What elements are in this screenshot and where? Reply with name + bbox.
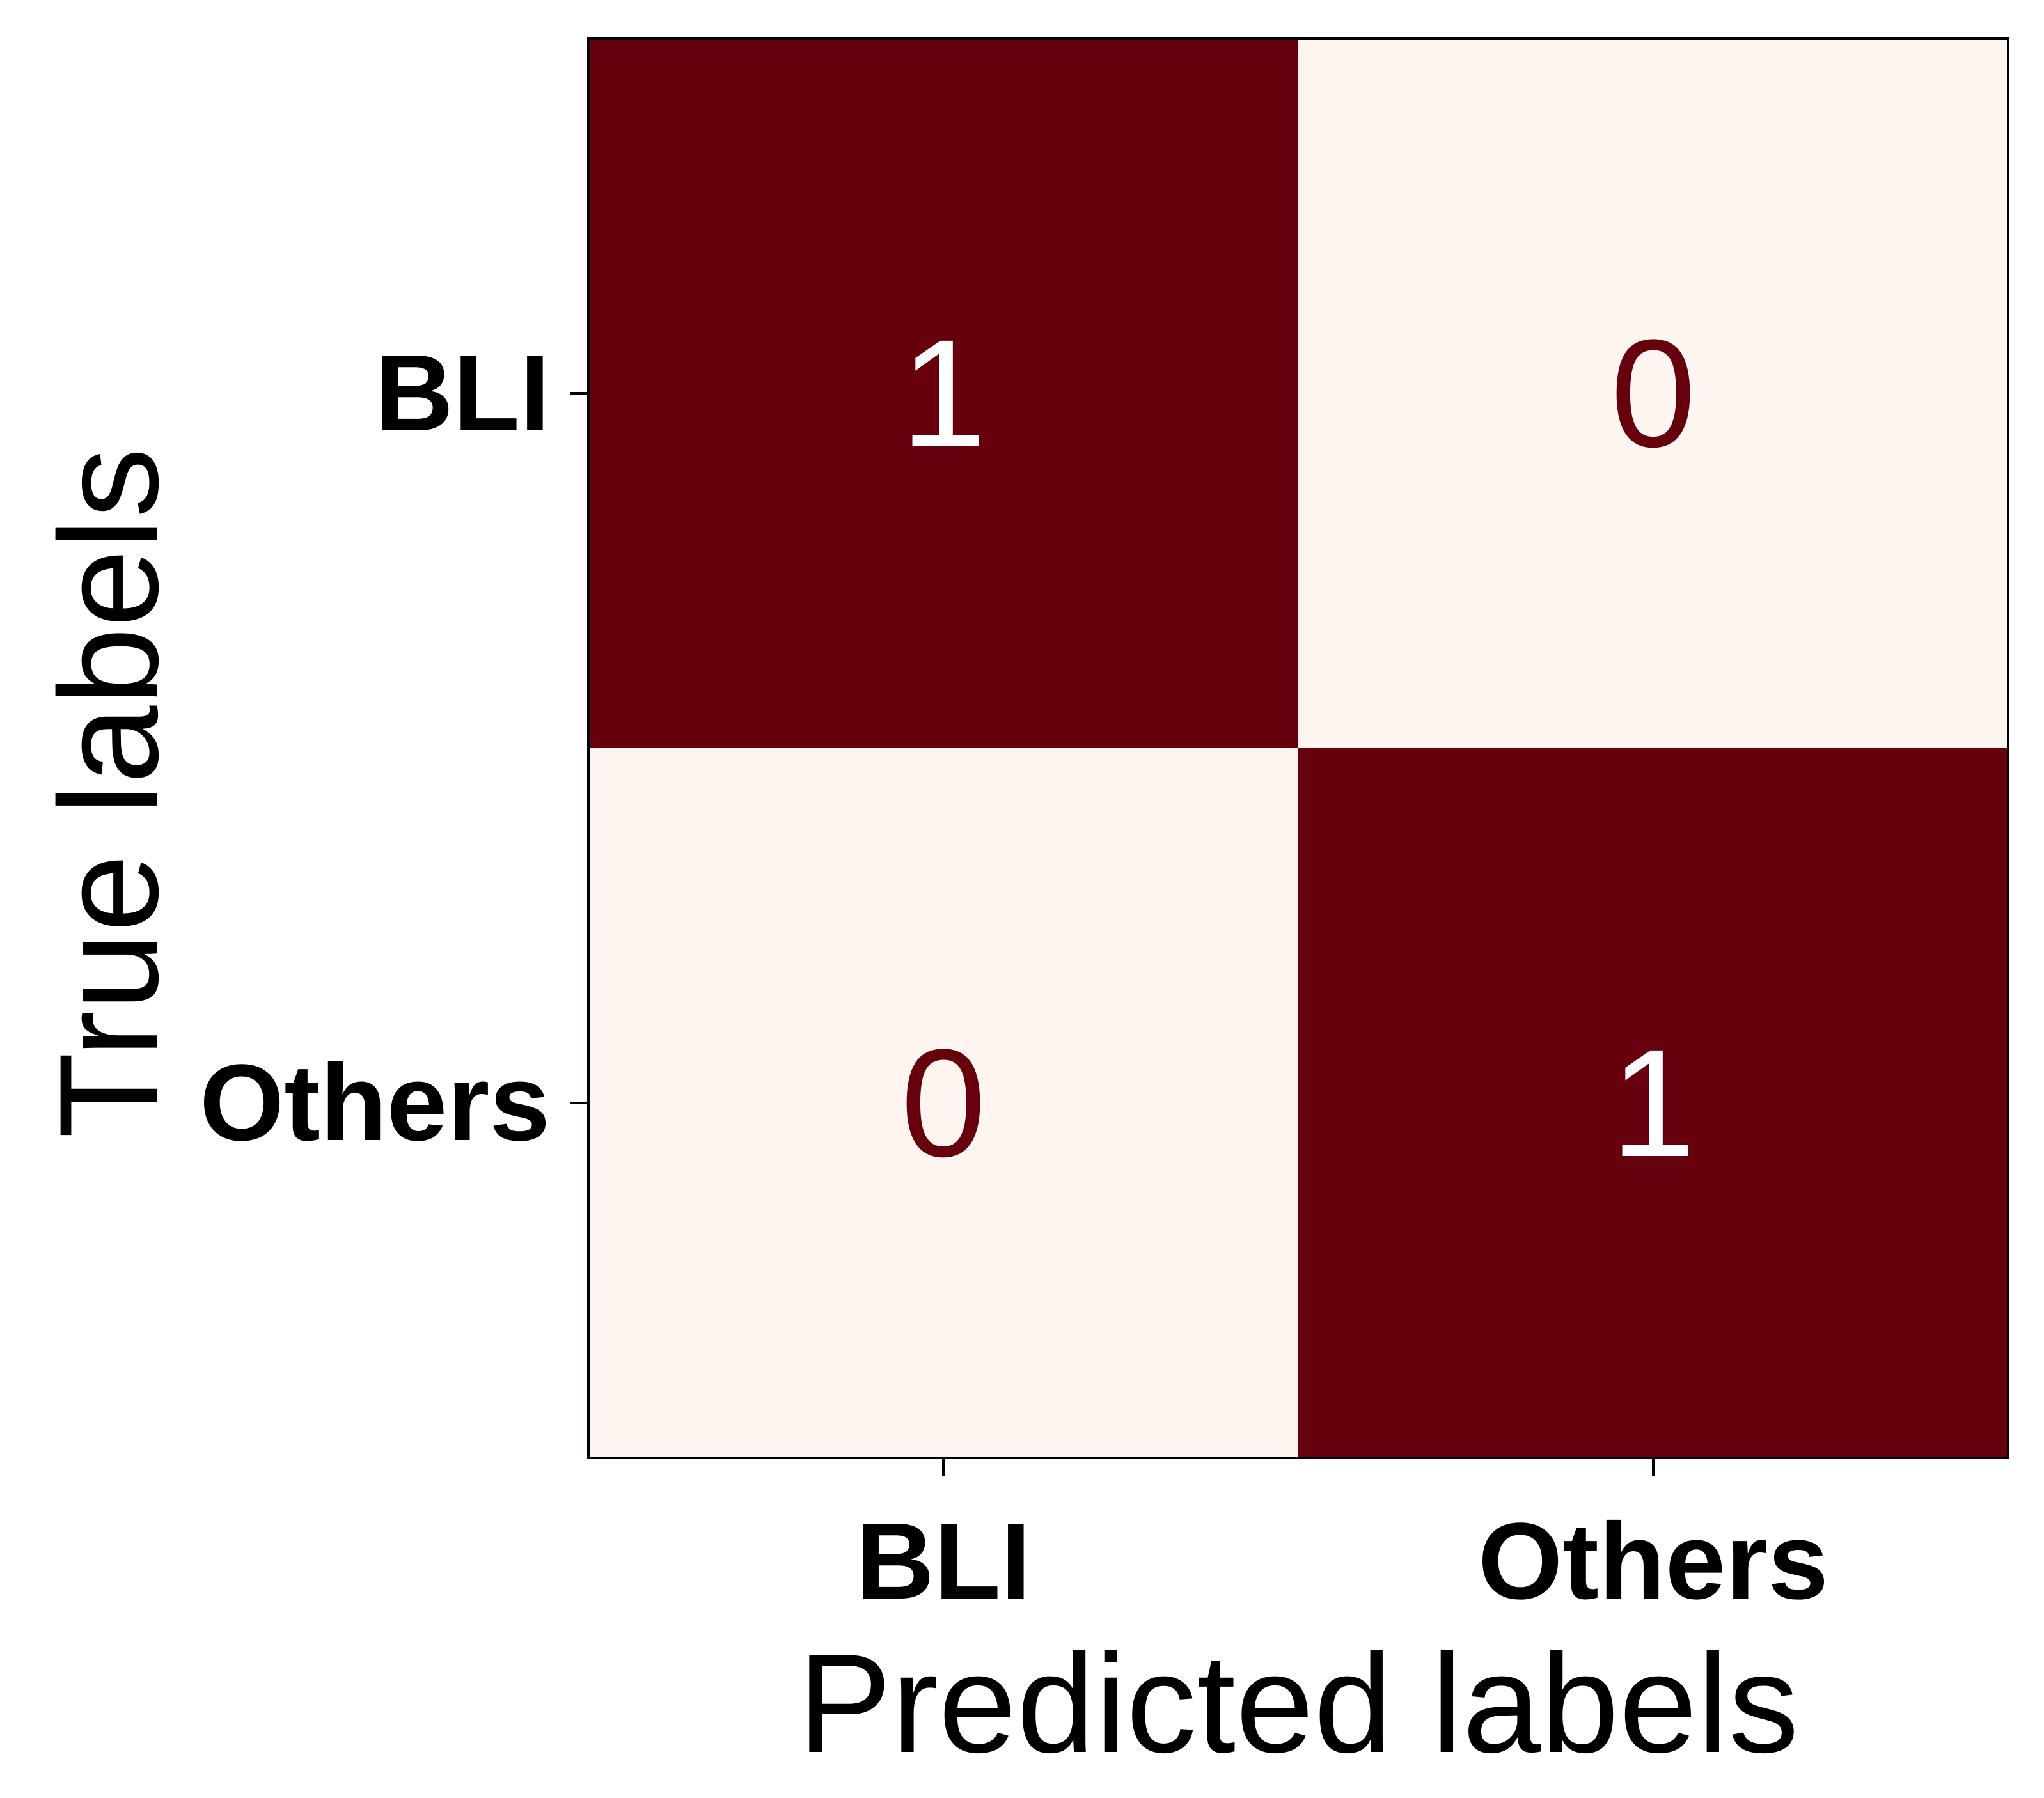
x-tick-label: BLI <box>856 1501 1031 1622</box>
cell-value-label: 0 <box>1610 308 1695 479</box>
x-axis-label: Predicted labels <box>798 1625 1798 1782</box>
y-tick-label: Others <box>200 1042 550 1164</box>
cell-value-label: 0 <box>900 1017 986 1189</box>
heatmap-cell-others-bli <box>588 748 1298 1458</box>
heatmap-cell-bli-others <box>1298 38 2008 748</box>
y-axis-label: True labels <box>30 448 187 1138</box>
axis-tick-labels: BLI Others BLI Others <box>200 332 1828 1622</box>
cell-value-label: 1 <box>1610 1017 1695 1189</box>
cell-value-labels: 1 0 0 1 <box>900 308 1695 1189</box>
heatmap-cell-bli-bli <box>588 38 1298 748</box>
x-tick-label: Others <box>1478 1501 1828 1622</box>
cell-value-label: 1 <box>900 308 986 479</box>
heatmap-cells <box>588 38 2008 1458</box>
heatmap-cell-others-others <box>1298 748 2008 1458</box>
plot-frame <box>587 37 2009 1459</box>
axis-ticks <box>570 392 1655 1476</box>
y-tick-label: BLI <box>375 332 550 454</box>
